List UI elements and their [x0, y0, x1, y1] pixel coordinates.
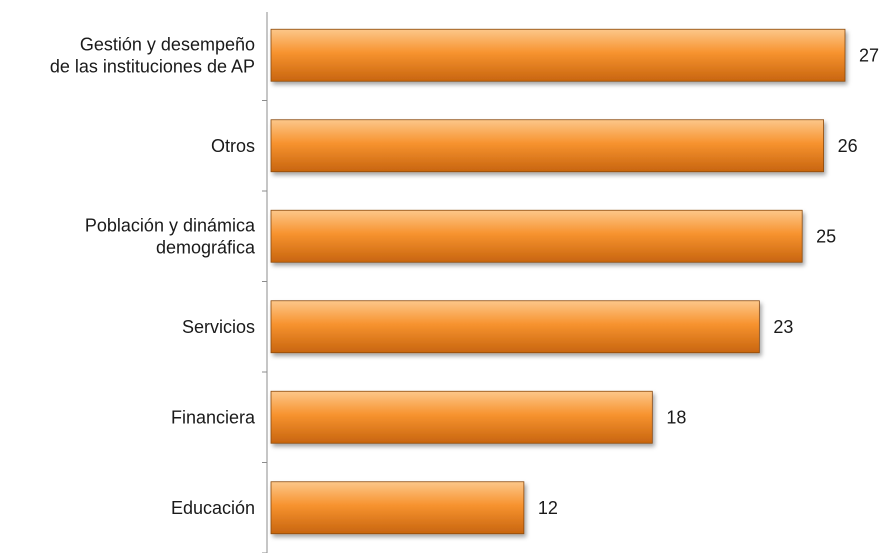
- category-label: Financiera: [171, 407, 256, 427]
- data-label: 27: [859, 45, 879, 65]
- category-label: demográfica: [156, 237, 256, 257]
- bar: [270, 300, 760, 354]
- bars: [270, 28, 846, 535]
- category-label: de las instituciones de AP: [50, 56, 255, 76]
- data-label: 18: [666, 407, 686, 427]
- data-label: 23: [773, 317, 793, 337]
- data-label: 12: [538, 498, 558, 518]
- bar: [270, 119, 824, 173]
- category-label: Población y dinámica: [85, 215, 256, 235]
- data-label: 25: [816, 226, 836, 246]
- category-label: Educación: [171, 498, 255, 518]
- data-labels: 27 26 25 23 18 12: [538, 45, 879, 518]
- bar: [270, 28, 846, 82]
- category-label: Otros: [211, 136, 255, 156]
- bar: [270, 481, 525, 535]
- bar: [270, 390, 653, 444]
- bar: [270, 209, 803, 263]
- data-label: 26: [838, 136, 858, 156]
- category-label: Gestión y desempeño: [80, 34, 255, 54]
- y-axis: [262, 12, 268, 553]
- category-label: Servicios: [182, 317, 255, 337]
